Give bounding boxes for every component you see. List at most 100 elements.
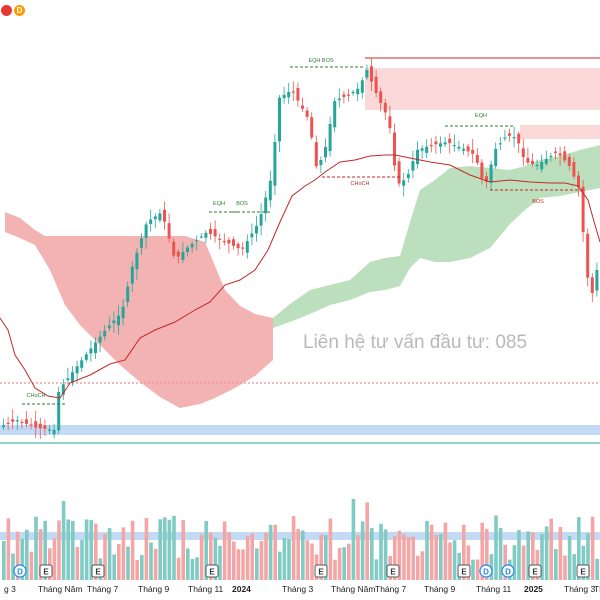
- candle-body: [121, 306, 125, 319]
- candle: [508, 128, 511, 142]
- candle: [452, 134, 456, 152]
- candle: [448, 133, 452, 154]
- candle-body: [89, 348, 93, 354]
- marker-letter: E: [318, 568, 324, 577]
- volume-bar: [204, 520, 208, 580]
- marker-letter: D: [17, 568, 23, 577]
- candle: [75, 360, 79, 383]
- candle: [314, 135, 318, 169]
- candle: [112, 311, 116, 333]
- candle-body: [287, 91, 291, 98]
- volume-bar: [563, 555, 567, 580]
- candle-body: [6, 422, 10, 424]
- candle-body: [199, 236, 203, 238]
- volume-bar: [287, 539, 291, 580]
- volume-bar: [567, 536, 572, 580]
- earnings-marker-icon[interactable]: E: [314, 564, 328, 578]
- ichimoku-cloud-bullish: [273, 145, 600, 328]
- volume-bar: [20, 538, 24, 580]
- candle-body: [268, 180, 272, 201]
- earnings-marker-icon[interactable]: E: [39, 564, 53, 578]
- volume-bar: [107, 528, 112, 580]
- earnings-marker-icon[interactable]: E: [205, 564, 219, 578]
- earnings-marker-icon[interactable]: E: [386, 564, 400, 578]
- volume-bar: [29, 551, 34, 580]
- candle-body: [544, 159, 548, 164]
- annotation-label: EQH BOS: [308, 58, 333, 64]
- candle-body: [310, 117, 314, 138]
- watermark-text: Liên hệ tư vấn đầu tư: 085: [303, 332, 527, 353]
- earnings-marker-icon[interactable]: E: [457, 564, 471, 578]
- candle-body: [512, 137, 516, 139]
- candle-body: [351, 91, 355, 94]
- candle-body: [590, 277, 594, 293]
- dividend-marker-icon[interactable]: D: [501, 564, 515, 578]
- orange-d-badge-icon[interactable]: D: [14, 5, 25, 16]
- volume-bar: [402, 534, 406, 580]
- candle: [503, 129, 507, 142]
- candle: [172, 238, 176, 258]
- candlesticks: [2, 57, 599, 439]
- x-axis-tick-label: 2024: [232, 584, 251, 594]
- candle: [287, 82, 291, 104]
- candle: [94, 337, 97, 359]
- candle: [595, 262, 599, 297]
- volume-bar: [52, 538, 57, 580]
- candle: [149, 209, 153, 232]
- x-axis-tick-label: Tháng 11: [476, 584, 512, 594]
- candle-body: [25, 419, 28, 424]
- volume-bar: [370, 527, 374, 580]
- candle: [319, 156, 323, 174]
- annotation-label: CHoCH: [351, 181, 370, 187]
- candle-body: [420, 148, 424, 151]
- volume-bar: [34, 516, 38, 580]
- candle-body: [342, 94, 346, 97]
- marker-shape: [386, 564, 400, 578]
- earnings-marker-icon[interactable]: E: [576, 564, 590, 578]
- volume-bar: [199, 534, 204, 580]
- candle-body: [163, 209, 166, 222]
- dividend-marker-icon[interactable]: D: [479, 564, 493, 578]
- candle-body: [250, 233, 254, 238]
- candle-body: [2, 425, 5, 428]
- earnings-marker-icon[interactable]: E: [528, 564, 542, 578]
- candle-body: [94, 342, 97, 354]
- dividend-marker-icon[interactable]: D: [13, 564, 27, 578]
- candle-body: [71, 372, 74, 383]
- candle: [255, 215, 258, 242]
- volume-bar: [135, 560, 139, 580]
- marker-shape: [91, 564, 105, 578]
- earnings-marker-icon[interactable]: E: [91, 564, 105, 578]
- candle-body: [586, 233, 590, 278]
- candle: [57, 387, 61, 434]
- candle-body: [282, 94, 286, 99]
- x-axis-tick-label: Tháng Năm: [331, 584, 375, 594]
- candle: [480, 159, 484, 185]
- volume-bar: [6, 518, 11, 580]
- candle-body: [429, 145, 433, 147]
- candle: [494, 142, 498, 169]
- volume-bar: [43, 520, 47, 580]
- candle: [232, 236, 235, 250]
- candle: [278, 94, 281, 153]
- x-axis-tick-label: Tháng 7: [87, 584, 118, 594]
- candle-body: [508, 133, 511, 136]
- volume-bar: [420, 551, 425, 580]
- marker-letter: D: [483, 568, 489, 577]
- candle: [549, 152, 553, 162]
- candle-body: [232, 239, 235, 246]
- volume-bar: [268, 524, 273, 580]
- volume-bar: [241, 549, 245, 580]
- volume-bar: [489, 554, 494, 580]
- red-badge-icon[interactable]: [1, 5, 12, 16]
- candle: [38, 417, 42, 439]
- candle: [590, 272, 594, 303]
- candle-body: [379, 91, 383, 103]
- candle-body: [462, 148, 465, 151]
- candle-body: [471, 149, 475, 154]
- candle: [517, 131, 521, 153]
- volume-bar: [255, 548, 259, 580]
- candle: [397, 157, 401, 187]
